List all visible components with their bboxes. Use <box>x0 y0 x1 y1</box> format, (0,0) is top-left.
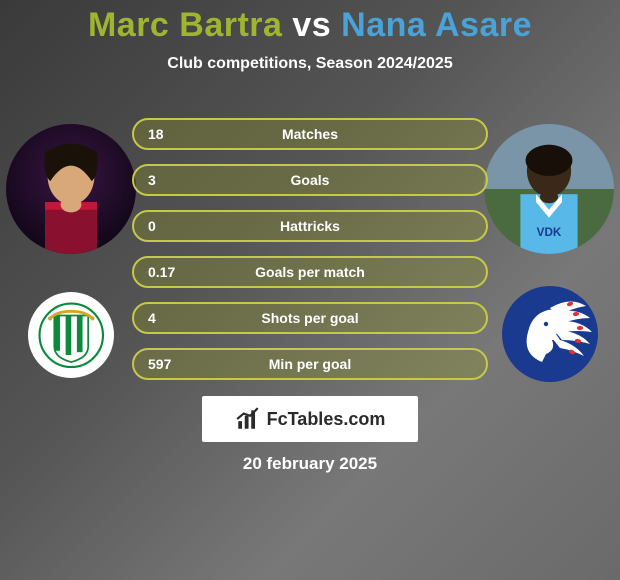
stat-label: Min per goal <box>134 356 486 372</box>
stat-row: 597 Min per goal <box>0 348 620 380</box>
stat-label: Goals <box>134 172 486 188</box>
stat-pill-matches: 18 Matches <box>132 118 488 150</box>
subtitle: Club competitions, Season 2024/2025 <box>0 55 620 73</box>
stats-list: 18 Matches 3 Goals 0 Hattricks 0.17 Goal… <box>0 118 620 394</box>
stat-row: 0.17 Goals per match <box>0 256 620 288</box>
stat-pill-min-per-goal: 597 Min per goal <box>132 348 488 380</box>
page-title: Marc Bartra vs Nana Asare <box>0 0 620 45</box>
branding-text: FcTables.com <box>267 409 386 430</box>
stat-pill-shots-per-goal: 4 Shots per goal <box>132 302 488 334</box>
stat-row: 18 Matches <box>0 118 620 150</box>
player1-name: Marc Bartra <box>88 6 282 44</box>
stat-label: Shots per goal <box>134 310 486 326</box>
stat-pill-goals: 3 Goals <box>132 164 488 196</box>
stat-pill-hattricks: 0 Hattricks <box>132 210 488 242</box>
player2-name: Nana Asare <box>341 6 532 44</box>
stat-label: Matches <box>134 126 486 142</box>
date-label: 20 february 2025 <box>0 454 620 474</box>
stat-label: Goals per match <box>134 264 486 280</box>
vs-separator: vs <box>282 6 341 44</box>
stat-pill-goals-per-match: 0.17 Goals per match <box>132 256 488 288</box>
comparison-card: Marc Bartra vs Nana Asare Club competiti… <box>0 0 620 580</box>
stat-row: 0 Hattricks <box>0 210 620 242</box>
branding-badge: FcTables.com <box>202 396 418 442</box>
stat-row: 3 Goals <box>0 164 620 196</box>
stat-row: 4 Shots per goal <box>0 302 620 334</box>
chart-icon <box>235 406 261 432</box>
stat-label: Hattricks <box>134 218 486 234</box>
